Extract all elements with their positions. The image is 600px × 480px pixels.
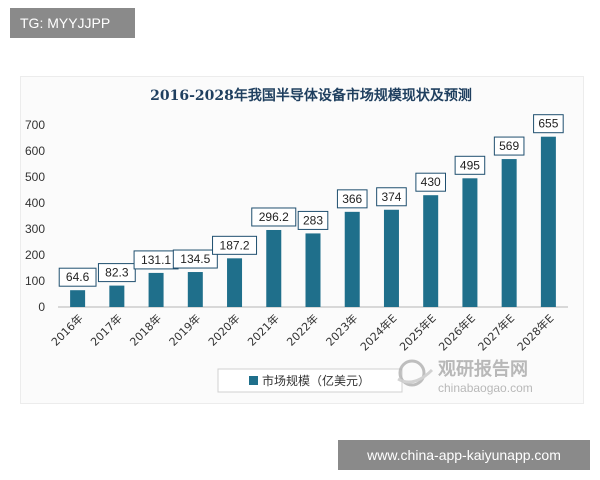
x-tick-label: 2017年 [87,311,124,348]
legend: 市场规模（亿美元） [217,368,403,393]
watermark-brand: 观研报告网 [438,358,528,380]
data-label-box [336,189,368,209]
bar [344,211,360,307]
bars: 64.6 82.3 131.1 134.5 187.2 296.2 283 366 374 430… [58,114,564,307]
x-axis: 2016年 2017年 2018年 2019年 2020年 2021年 2022年 2023年… [48,311,556,353]
y-tick-label: 400 [25,196,45,210]
tag-label: TG: MYYJJPP [10,8,135,38]
bar [540,136,556,307]
data-label: 82.3 [105,266,129,280]
x-tick-label: 2026年E [436,311,478,353]
data-label-box [97,263,136,283]
chart-card [20,76,584,404]
y-tick-label: 300 [25,222,45,236]
bar [70,290,86,307]
legend-swatch [249,376,258,385]
watermark-logo-icon [398,359,426,387]
data-label-box [212,235,258,255]
x-tick-label: 2024年E [357,311,399,353]
data-label: 430 [421,175,441,189]
bar [227,258,243,307]
bar [423,195,439,307]
x-tick-label: 2016年 [48,311,85,348]
data-label-box [297,210,329,230]
data-label-box [172,249,218,269]
legend-label: 市场规模（亿美元） [262,373,370,388]
y-tick-label: 0 [38,300,45,314]
watermark-domain: chinabaogao.com [438,381,533,395]
bar [266,229,282,307]
y-tick-label: 200 [25,248,45,262]
bar [305,233,321,307]
data-label: 296.2 [259,210,289,224]
data-label: 366 [342,192,362,206]
data-label-box [415,172,446,192]
data-label-box [493,136,525,156]
x-tick-label: 2025年E [396,311,438,353]
data-label-box [454,155,486,175]
x-tick-label: 2027年E [475,311,517,353]
watermark: 观研报告网 chinabaogao.com [397,358,533,395]
x-tick-label: 2018年 [127,311,164,348]
bar [501,159,517,307]
data-label: 495 [460,158,480,172]
data-label: 64.6 [66,270,90,284]
data-label: 131.1 [141,253,171,267]
data-label: 283 [303,213,323,227]
data-label: 655 [538,117,558,131]
bar [187,272,203,307]
bar [148,272,164,307]
x-tick-label: 2023年 [323,311,360,348]
x-tick-label: 2019年 [166,311,203,348]
bar [109,285,125,307]
bar [462,178,478,307]
y-axis: 0 100 200 300 400 500 600 700 [25,118,45,314]
chart-title: 2016-2028年我国半导体设备市场规模现状及预测 [150,87,472,104]
watermark-swoosh-icon [397,368,434,384]
y-tick-label: 700 [25,118,45,132]
bar [383,209,399,307]
x-tick-label: 2020年 [205,311,242,348]
footer-url-label: www.china-app-kaiyunapp.com [338,440,590,470]
x-tick-label: 2028年E [514,311,556,353]
data-label-box [58,267,97,287]
x-tick-label: 2021年 [244,311,281,348]
data-label: 569 [499,139,519,153]
data-label-box [251,207,297,227]
data-label: 374 [381,190,401,204]
data-label-box [376,187,407,207]
data-label: 187.2 [220,238,250,252]
y-tick-label: 100 [25,274,45,288]
data-label-box [533,114,564,134]
x-tick-label: 2022年 [284,311,321,348]
data-label: 134.5 [180,252,210,266]
y-tick-label: 500 [25,170,45,184]
y-tick-label: 600 [25,144,45,158]
